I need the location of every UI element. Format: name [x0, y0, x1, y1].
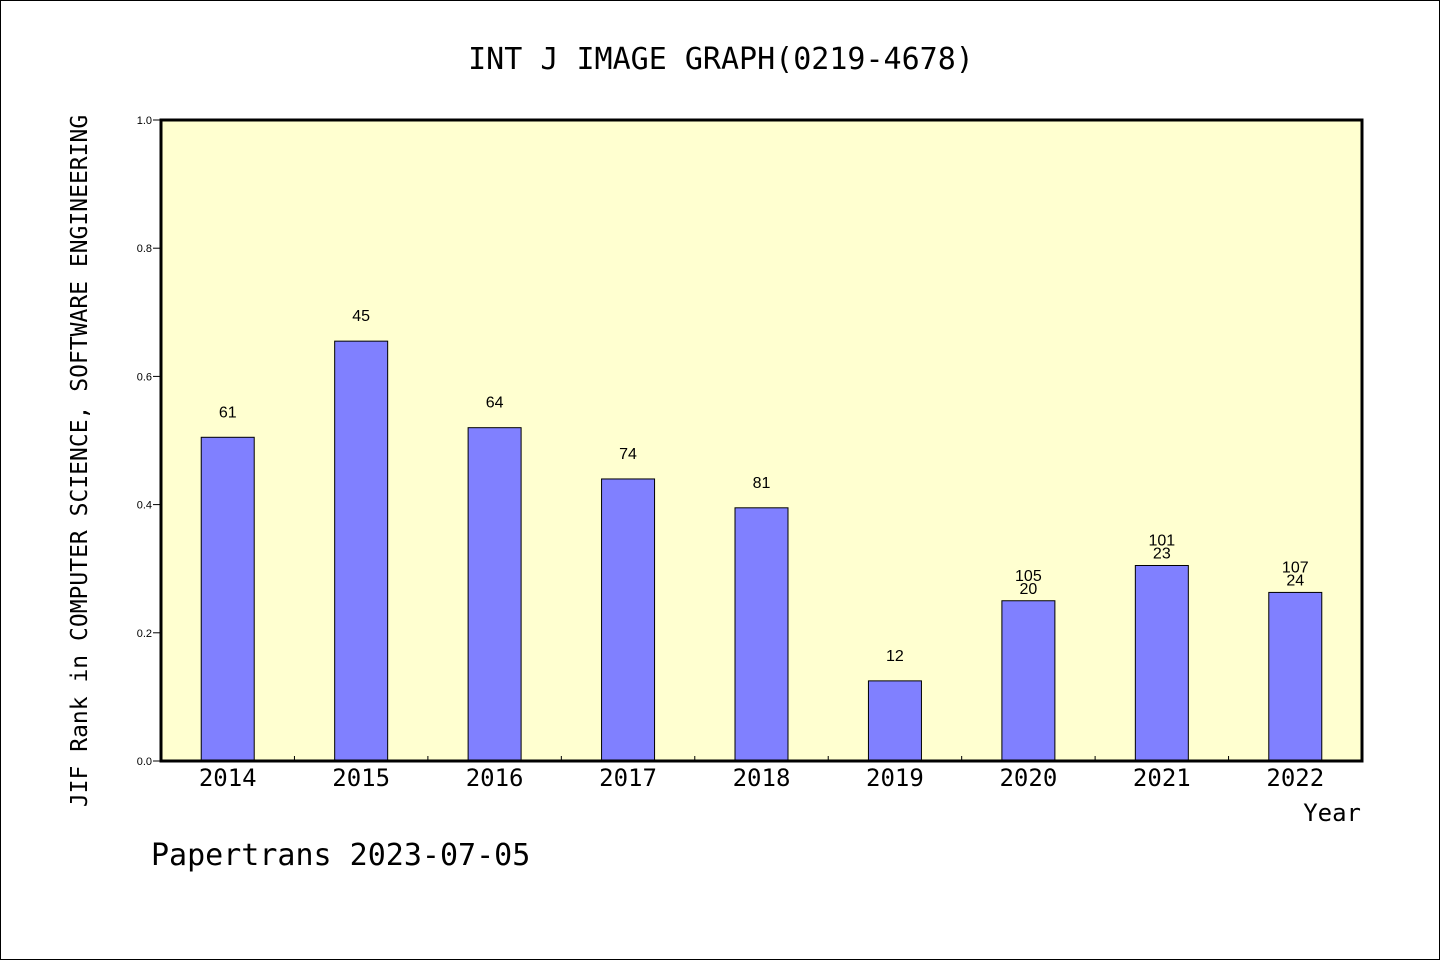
y-axis-label: JIF Rank in COMPUTER SCIENCE, SOFTWARE E…	[67, 115, 93, 807]
x-tick-label: 2014	[199, 764, 257, 792]
y-tick-label: 0.4	[137, 500, 152, 512]
x-tick-label: 2018	[733, 764, 791, 792]
data-label: 107	[1282, 559, 1309, 576]
bar-2015	[334, 340, 389, 762]
data-label: 101	[1148, 532, 1175, 549]
y-tick-label: 0.0	[137, 756, 152, 768]
x-tick-label: 2021	[1133, 764, 1191, 792]
data-label: 23	[1153, 545, 1171, 562]
data-label: 12	[886, 648, 904, 665]
bar-2021	[1134, 564, 1189, 762]
data-label: 61	[219, 404, 237, 421]
x-axis-label: Year	[1303, 799, 1361, 827]
x-tick-label: 2022	[1266, 764, 1324, 792]
bars	[200, 340, 1323, 762]
bar-2017	[601, 478, 656, 762]
data-label: 74	[619, 446, 637, 463]
data-label: 20	[1019, 581, 1037, 598]
y-tick-label: 0.8	[137, 243, 152, 255]
x-tick-label: 2017	[599, 764, 657, 792]
data-label: 81	[753, 475, 771, 492]
bar-2019	[867, 680, 922, 762]
data-label: 105	[1015, 568, 1042, 585]
bar-2020	[1001, 600, 1056, 762]
plot-border	[159, 118, 1364, 763]
bar-2014	[200, 436, 255, 762]
y-tick-label: 0.2	[137, 628, 152, 640]
bar-2016	[467, 427, 522, 762]
footer-text: Papertrans 2023-07-05	[151, 838, 530, 873]
chart-title: INT J IMAGE GRAPH(0219-4678)	[468, 42, 974, 77]
data-label: 45	[352, 308, 370, 325]
bar-2022	[1268, 591, 1323, 762]
data-label: 64	[486, 395, 504, 412]
y-tick-label: 0.6	[137, 371, 152, 383]
data-label: 24	[1286, 572, 1304, 589]
bar-2018	[734, 507, 789, 762]
x-tick-label: 2016	[466, 764, 524, 792]
x-tick-label: 2020	[999, 764, 1057, 792]
x-tick-label: 2019	[866, 764, 924, 792]
x-axis-ticks: 2014 2015 2016 2017 2018 2019 2020 2021 2022	[199, 756, 1324, 792]
y-axis-ticks: 0.0 0.2 0.4 0.6 0.8 1.0	[137, 115, 161, 768]
y-tick-label: 1.0	[137, 115, 152, 127]
x-tick-label: 2015	[332, 764, 390, 792]
